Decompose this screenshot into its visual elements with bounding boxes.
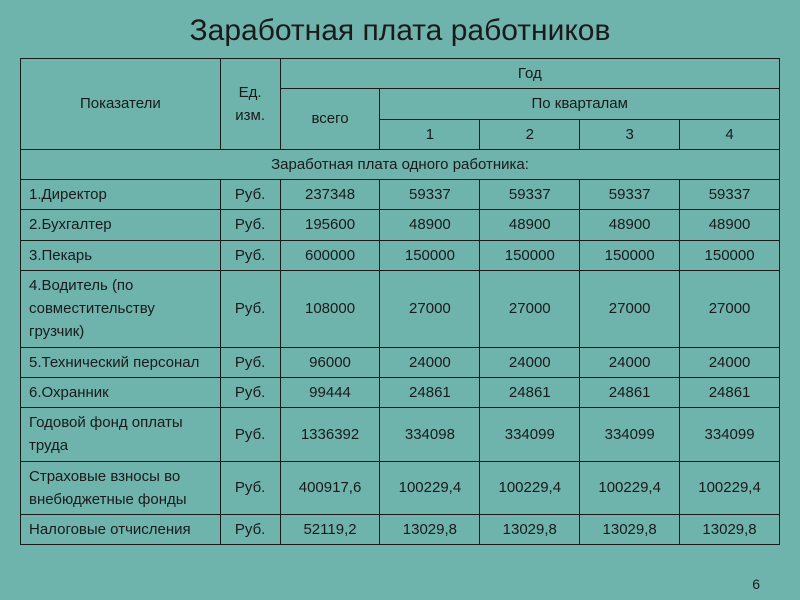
row-label: Налоговые отчисления bbox=[21, 515, 221, 545]
col-q4: 4 bbox=[680, 119, 780, 149]
col-q3: 3 bbox=[580, 119, 680, 149]
row-q3: 27000 bbox=[580, 270, 680, 347]
row-q2: 150000 bbox=[480, 240, 580, 270]
header-row-1: Показатели Ед. изм. Год bbox=[21, 59, 780, 89]
row-q2: 27000 bbox=[480, 270, 580, 347]
row-q4: 27000 bbox=[680, 270, 780, 347]
row-label: 4.Водитель (по совместительству грузчик) bbox=[21, 270, 221, 347]
table-row: 6.Охранник Руб. 99444 24861 24861 24861 … bbox=[21, 377, 780, 407]
row-q1: 59337 bbox=[380, 180, 480, 210]
row-total: 600000 bbox=[280, 240, 380, 270]
col-unit: Ед. изм. bbox=[220, 59, 280, 150]
row-q2: 24000 bbox=[480, 347, 580, 377]
row-q2: 59337 bbox=[480, 180, 580, 210]
row-q1: 48900 bbox=[380, 210, 480, 240]
col-by-quarters: По кварталам bbox=[380, 89, 780, 119]
row-label: 3.Пекарь bbox=[21, 240, 221, 270]
row-total: 108000 bbox=[280, 270, 380, 347]
row-q4: 334099 bbox=[680, 408, 780, 462]
row-q2: 100229,4 bbox=[480, 461, 580, 515]
row-q2: 334099 bbox=[480, 408, 580, 462]
row-q1: 13029,8 bbox=[380, 515, 480, 545]
row-unit: Руб. bbox=[220, 377, 280, 407]
row-total: 195600 bbox=[280, 210, 380, 240]
row-q2: 13029,8 bbox=[480, 515, 580, 545]
row-q1: 24000 bbox=[380, 347, 480, 377]
row-total: 237348 bbox=[280, 180, 380, 210]
row-unit: Руб. bbox=[220, 408, 280, 462]
row-unit: Руб. bbox=[220, 270, 280, 347]
row-q4: 24861 bbox=[680, 377, 780, 407]
row-q1: 27000 bbox=[380, 270, 480, 347]
row-unit: Руб. bbox=[220, 515, 280, 545]
row-q2: 24861 bbox=[480, 377, 580, 407]
section-title: Заработная плата одного работника: bbox=[21, 149, 780, 179]
row-unit: Руб. bbox=[220, 461, 280, 515]
col-indicators: Показатели bbox=[21, 59, 221, 150]
row-q3: 334099 bbox=[580, 408, 680, 462]
table-row: Годовой фонд оплаты труда Руб. 1336392 3… bbox=[21, 408, 780, 462]
row-total: 52119,2 bbox=[280, 515, 380, 545]
row-total: 400917,6 bbox=[280, 461, 380, 515]
table-row: 3.Пекарь Руб. 600000 150000 150000 15000… bbox=[21, 240, 780, 270]
row-q1: 24861 bbox=[380, 377, 480, 407]
row-q3: 59337 bbox=[580, 180, 680, 210]
row-label: Страховые взносы во внебюджетные фонды bbox=[21, 461, 221, 515]
page-title: Заработная плата работников bbox=[0, 0, 800, 58]
table-row: 2.Бухгалтер Руб. 195600 48900 48900 4890… bbox=[21, 210, 780, 240]
row-label: 2.Бухгалтер bbox=[21, 210, 221, 240]
row-q4: 100229,4 bbox=[680, 461, 780, 515]
table-row: Страховые взносы во внебюджетные фонды Р… bbox=[21, 461, 780, 515]
row-q4: 13029,8 bbox=[680, 515, 780, 545]
row-total: 1336392 bbox=[280, 408, 380, 462]
row-q4: 59337 bbox=[680, 180, 780, 210]
row-q1: 100229,4 bbox=[380, 461, 480, 515]
row-label: 5.Технический персонал bbox=[21, 347, 221, 377]
row-q1: 334098 bbox=[380, 408, 480, 462]
col-q1: 1 bbox=[380, 119, 480, 149]
row-q3: 13029,8 bbox=[580, 515, 680, 545]
row-q4: 150000 bbox=[680, 240, 780, 270]
row-unit: Руб. bbox=[220, 347, 280, 377]
row-q3: 100229,4 bbox=[580, 461, 680, 515]
col-total: всего bbox=[280, 89, 380, 150]
row-q3: 24000 bbox=[580, 347, 680, 377]
table-row: Налоговые отчисления Руб. 52119,2 13029,… bbox=[21, 515, 780, 545]
row-q3: 24861 bbox=[580, 377, 680, 407]
table-row: 4.Водитель (по совместительству грузчик)… bbox=[21, 270, 780, 347]
row-unit: Руб. bbox=[220, 180, 280, 210]
row-q4: 24000 bbox=[680, 347, 780, 377]
row-unit: Руб. bbox=[220, 210, 280, 240]
page-number: 6 bbox=[752, 576, 760, 592]
row-label: Годовой фонд оплаты труда bbox=[21, 408, 221, 462]
row-total: 96000 bbox=[280, 347, 380, 377]
row-total: 99444 bbox=[280, 377, 380, 407]
row-q3: 150000 bbox=[580, 240, 680, 270]
table-row: 5.Технический персонал Руб. 96000 24000 … bbox=[21, 347, 780, 377]
table-row: 1.Директор Руб. 237348 59337 59337 59337… bbox=[21, 180, 780, 210]
col-q2: 2 bbox=[480, 119, 580, 149]
section-row: Заработная плата одного работника: bbox=[21, 149, 780, 179]
row-label: 1.Директор bbox=[21, 180, 221, 210]
row-label: 6.Охранник bbox=[21, 377, 221, 407]
col-year: Год bbox=[280, 59, 779, 89]
row-q3: 48900 bbox=[580, 210, 680, 240]
row-q2: 48900 bbox=[480, 210, 580, 240]
row-q4: 48900 bbox=[680, 210, 780, 240]
row-unit: Руб. bbox=[220, 240, 280, 270]
salary-table: Показатели Ед. изм. Год всего По квартал… bbox=[20, 58, 780, 545]
row-q1: 150000 bbox=[380, 240, 480, 270]
